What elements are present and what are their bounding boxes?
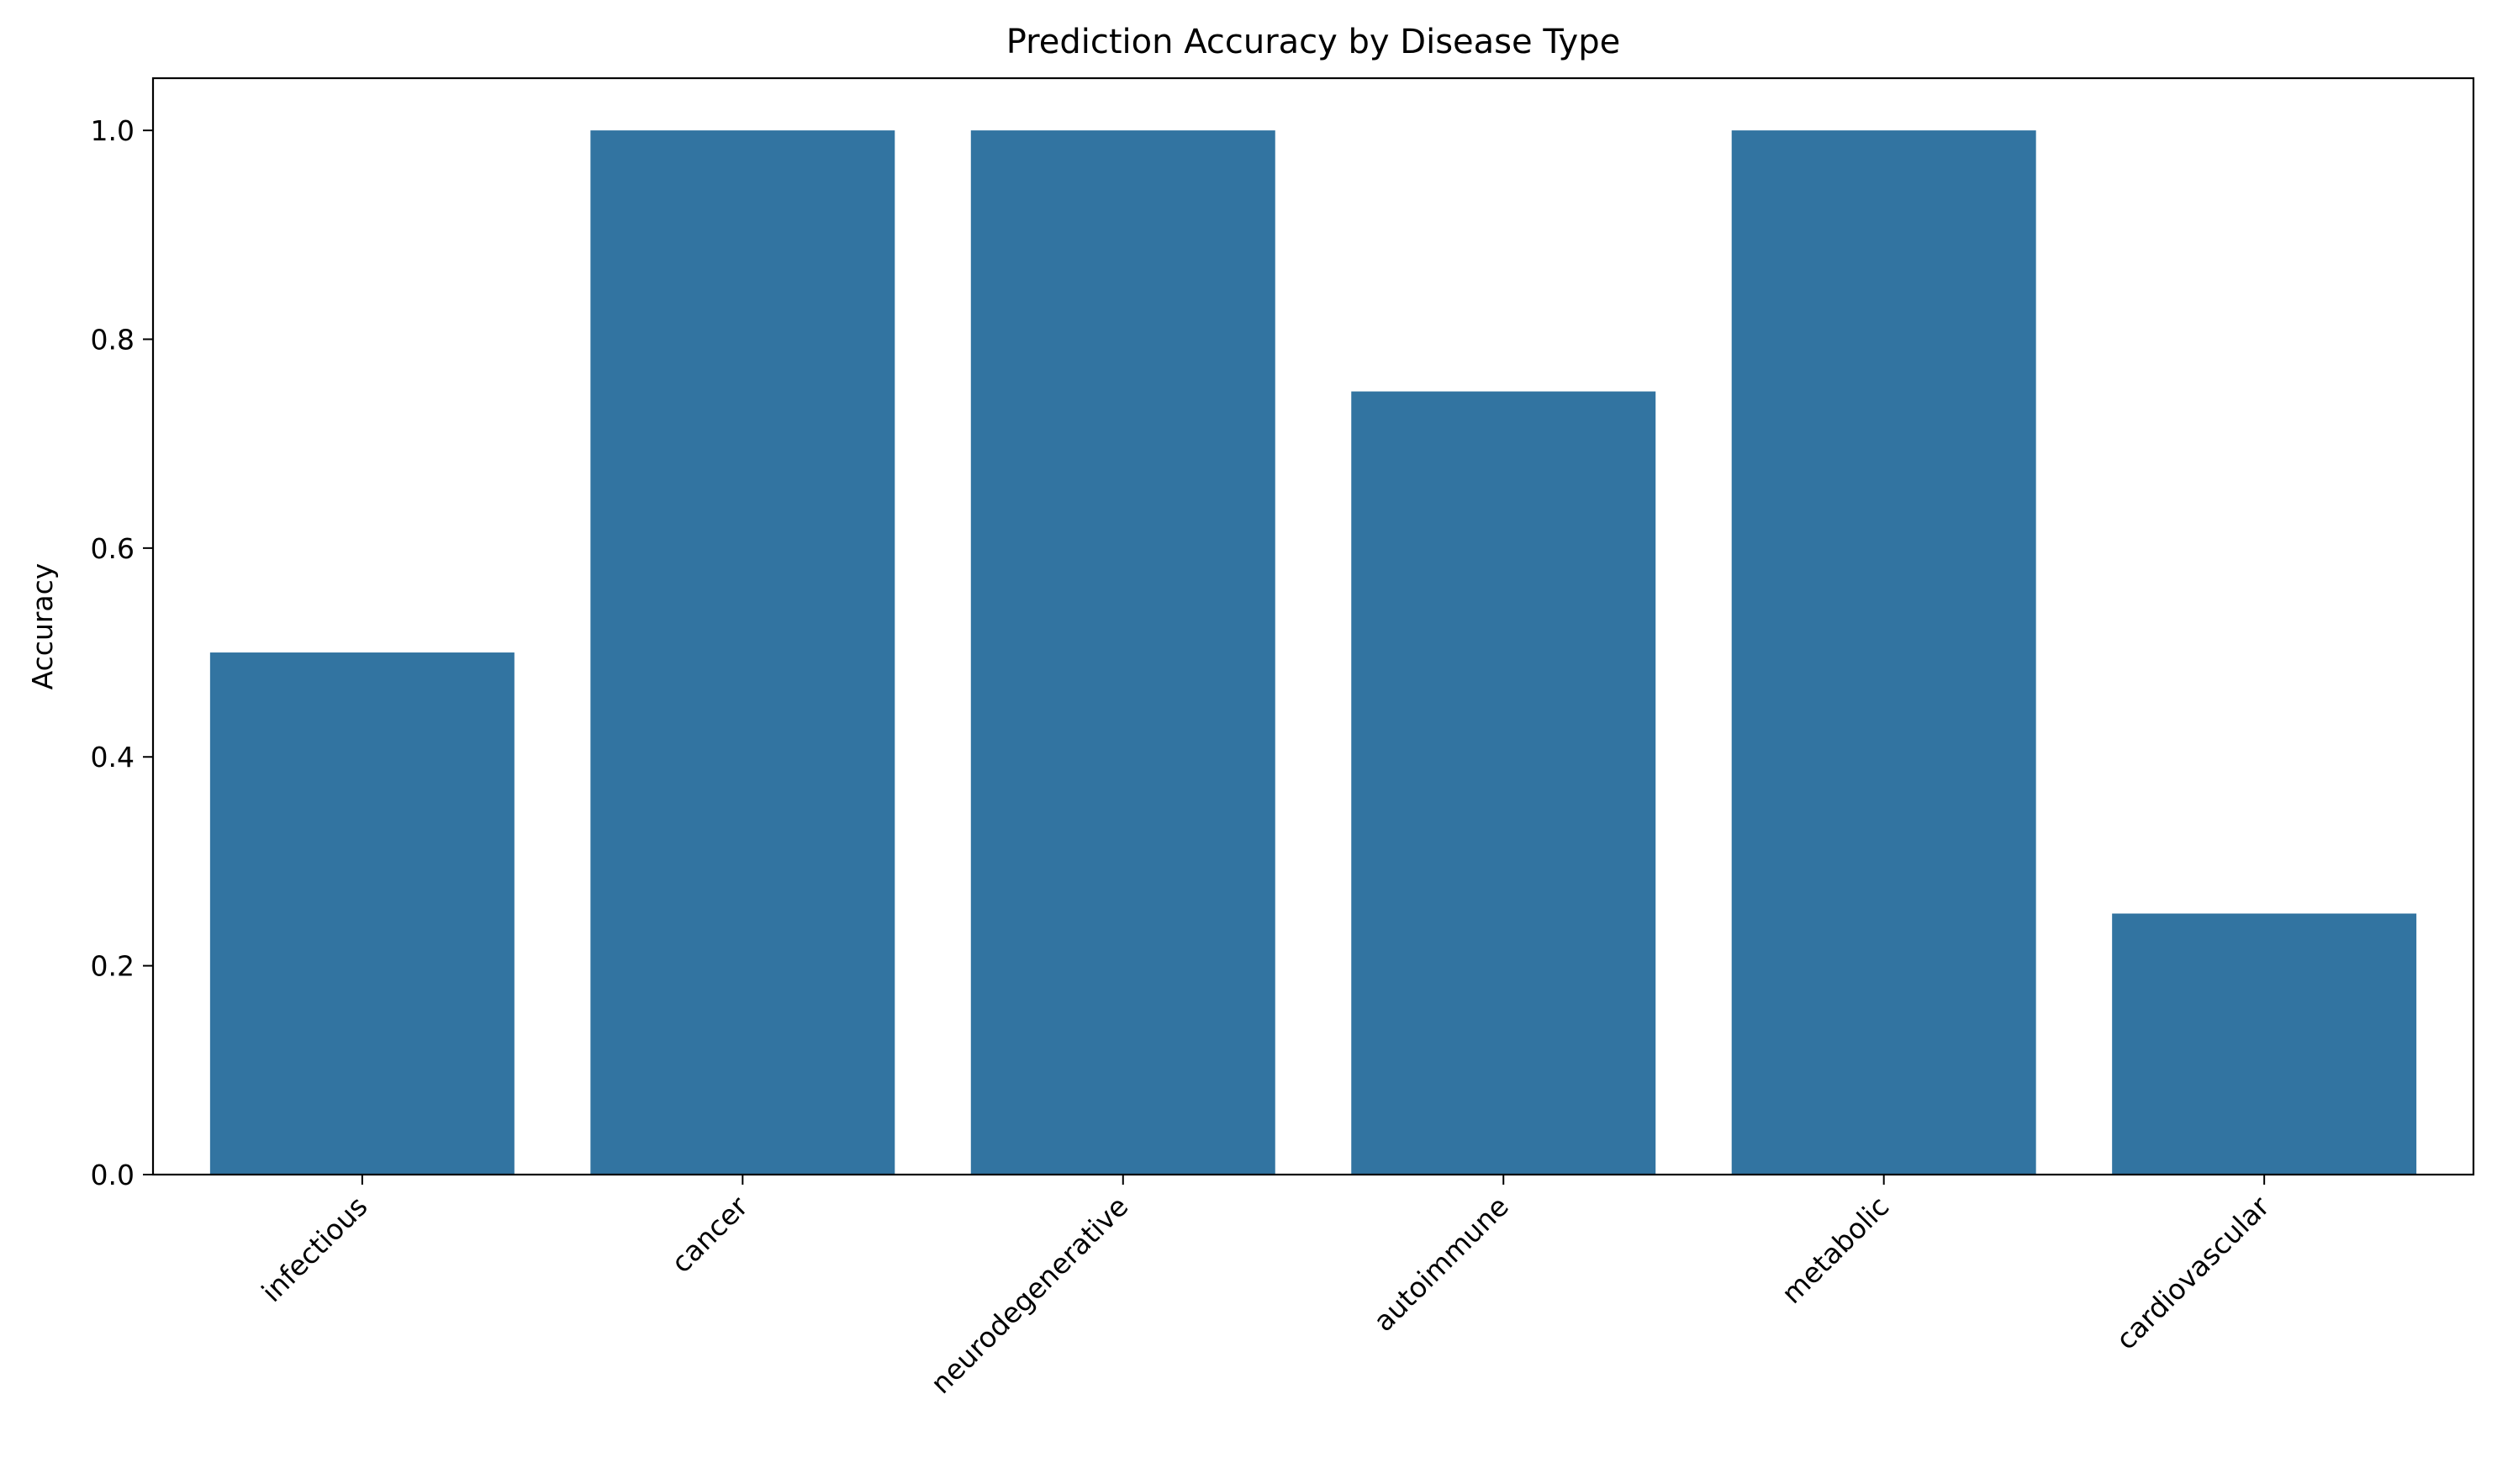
x-tick-label-autoimmune: autoimmune <box>1367 1190 1515 1338</box>
plot-area-frame <box>151 77 2475 1176</box>
y-tick-label: 0.4 <box>91 741 135 774</box>
bar-infectious <box>209 652 515 1175</box>
x-tick-label-cancer: cancer <box>665 1190 755 1280</box>
bar-cardiovascular <box>2112 913 2417 1175</box>
bar-cancer <box>590 130 895 1175</box>
x-axis-ticks: infectious cancer neurodegenerative autoimm… <box>255 1175 2276 1400</box>
bars <box>209 130 2417 1175</box>
x-tick-label-cardiovascular: cardiovascular <box>2109 1190 2276 1356</box>
y-tick-label: 0.8 <box>91 323 135 356</box>
y-tick-label: 0.0 <box>91 1159 135 1191</box>
x-tick-label-neurodegenerative: neurodegenerative <box>924 1190 1134 1400</box>
chart-title: Prediction Accuracy by Disease Type <box>1006 23 1620 61</box>
bar-neurodegenerative <box>970 130 1275 1175</box>
y-tick-label: 0.2 <box>91 950 135 983</box>
bar-metabolic <box>1731 130 2036 1175</box>
y-axis-label: Accuracy <box>26 563 59 690</box>
y-tick-label: 1.0 <box>91 114 135 147</box>
x-tick-label-metabolic: metabolic <box>1775 1190 1895 1310</box>
y-tick-label: 0.6 <box>91 532 135 565</box>
y-axis-ticks: 0.0 0.2 0.4 0.6 0.8 1.0 <box>91 114 153 1191</box>
bar-autoimmune <box>1351 391 1656 1175</box>
x-tick-label-infectious: infectious <box>255 1190 373 1308</box>
